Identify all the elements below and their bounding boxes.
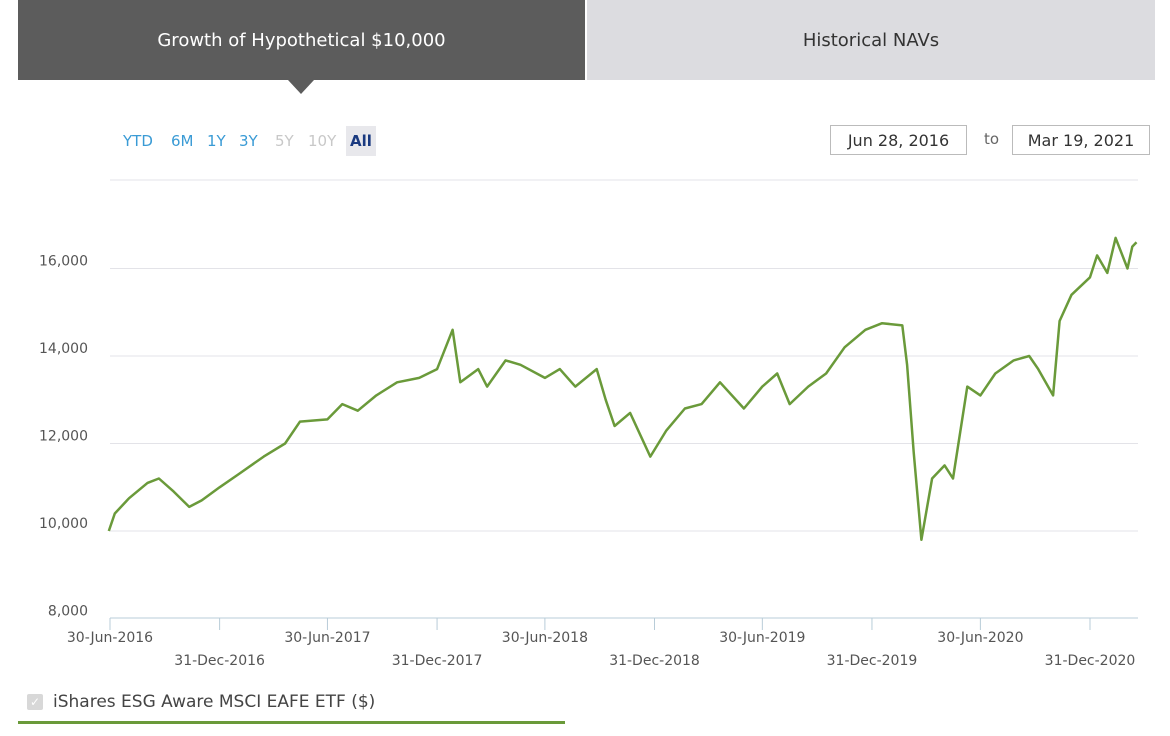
range-5y-button: 5Y (275, 132, 294, 150)
x-tick-label: 30-Jun-2019 (719, 630, 805, 646)
x-tick-label: 31-Dec-2020 (1045, 653, 1136, 669)
date-to-label: to (984, 130, 1000, 148)
y-tick-label: 10,000 (39, 516, 88, 532)
x-tick-label: 31-Dec-2018 (609, 653, 700, 669)
date-to-input[interactable]: Mar 19, 2021 (1012, 125, 1150, 155)
legend-checkbox[interactable]: ✓ (27, 694, 43, 710)
legend-label: iShares ESG Aware MSCI EAFE ETF ($) (53, 692, 376, 712)
legend-item[interactable]: ✓ iShares ESG Aware MSCI EAFE ETF ($) (27, 692, 375, 712)
tab-growth[interactable]: Growth of Hypothetical $10,000 (18, 0, 585, 80)
x-tick-label: 30-Jun-2018 (502, 630, 588, 646)
tab-historical-navs-label: Historical NAVs (802, 29, 940, 51)
tab-historical-navs[interactable]: Historical NAVs (587, 0, 1155, 80)
range-6m-button[interactable]: 6M (171, 132, 194, 150)
y-tick-label: 12,000 (39, 429, 88, 445)
x-tick-label: 30-Jun-2016 (67, 630, 153, 646)
date-from-input[interactable]: Jun 28, 2016 (830, 125, 967, 155)
legend-series-line (18, 721, 565, 724)
range-3y-button[interactable]: 3Y (239, 132, 258, 150)
series-line (107, 236, 1138, 542)
x-tick-label: 30-Jun-2017 (284, 630, 370, 646)
y-tick-label: 8,000 (48, 604, 88, 620)
range-ytd-button[interactable]: YTD (123, 132, 153, 150)
y-tick-label: 14,000 (39, 341, 88, 357)
range-10y-button: 10Y (308, 132, 337, 150)
x-tick-label: 31-Dec-2017 (392, 653, 483, 669)
active-tab-caret-icon (288, 80, 314, 94)
x-tick-label: 31-Dec-2019 (827, 653, 918, 669)
tab-growth-label: Growth of Hypothetical $10,000 (157, 29, 446, 51)
x-tick-label: 30-Jun-2020 (937, 630, 1023, 646)
y-tick-label: 16,000 (39, 254, 88, 270)
x-tick-label: 31-Dec-2016 (174, 653, 265, 669)
range-all-button[interactable]: All (346, 126, 376, 156)
range-1y-button[interactable]: 1Y (207, 132, 226, 150)
